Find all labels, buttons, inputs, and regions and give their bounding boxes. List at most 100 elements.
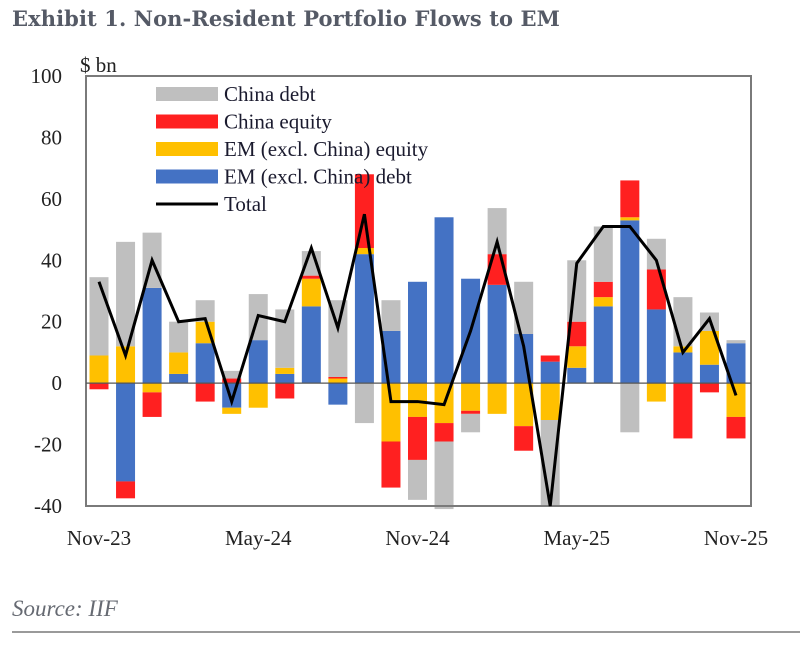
bar-em_equity-Dec-23 — [116, 346, 136, 384]
bar-china_debt-Oct-24 — [381, 300, 401, 331]
legend-label: EM (excl. China) debt — [224, 165, 412, 189]
y-tick-label: 0 — [52, 371, 63, 395]
bar-em_debt-Oct-25 — [699, 364, 719, 384]
bar-em_equity-Nov-24 — [408, 383, 427, 417]
bar-china_equity-Sep-25 — [673, 383, 693, 439]
legend-item: EM (excl. China) equity — [156, 137, 429, 161]
bar-em_equity-Jun-25 — [593, 297, 613, 307]
footer-divider — [12, 631, 800, 633]
legend-item: China equity — [156, 110, 332, 134]
chart-title: Exhibit 1. Non-Resident Portfolio Flows … — [12, 6, 560, 31]
legend: China debt China equity EM (excl. China) e… — [156, 82, 429, 216]
bar-china_equity-Jul-25 — [620, 180, 640, 218]
bar-china_debt-Sep-25 — [673, 297, 693, 347]
bar-em_equity-Jul-25 — [620, 217, 640, 221]
x-tick-label: May-25 — [544, 526, 611, 550]
bar-em_debt-Sep-25 — [673, 352, 693, 384]
y-tick-label: 100 — [31, 64, 63, 88]
bar-china_equity-Oct-25 — [699, 383, 719, 393]
bar-em_debt-May-25 — [567, 367, 587, 384]
legend-label: EM (excl. China) equity — [224, 137, 429, 161]
bar-em_equity-Apr-24 — [222, 407, 242, 414]
total-line-layer — [97, 213, 738, 507]
bar-china_equity-Nov-23 — [89, 383, 109, 390]
bar-em_equity-May-24 — [248, 383, 268, 408]
bar-em_equity-Nov-25 — [726, 383, 746, 417]
bar-china_equity-Apr-25 — [540, 355, 560, 362]
bar-china_debt-Dec-23 — [116, 241, 136, 347]
bar-em_debt-Jun-24 — [275, 373, 295, 384]
bar-china_debt-Jun-25 — [593, 226, 613, 282]
bar-em_debt-Aug-25 — [646, 309, 666, 384]
source-note: Source: IIF — [12, 596, 118, 621]
y-tick-label: 60 — [41, 187, 62, 211]
bar-em_debt-Mar-24 — [195, 343, 215, 384]
y-tick-label: 80 — [41, 125, 62, 149]
bar-china_equity-Jun-25 — [593, 281, 613, 298]
bar-china_equity-May-25 — [567, 321, 587, 347]
bar-china_equity-Jul-24 — [301, 275, 321, 279]
bar-china_equity-Nov-25 — [726, 416, 746, 439]
bar-em_debt-Apr-25 — [540, 361, 560, 384]
bar-em_equity-Jul-24 — [301, 278, 321, 307]
x-tick-label: Nov-23 — [67, 526, 131, 550]
bar-em_debt-Jan-24 — [142, 287, 162, 384]
bar-em_equity-May-25 — [567, 346, 587, 368]
bar-em_equity-Feb-24 — [169, 352, 189, 374]
legend-item: China debt — [156, 82, 316, 106]
bar-china_equity-Jan-25 — [461, 410, 481, 414]
legend-label: China equity — [224, 110, 332, 134]
legend-swatch — [156, 169, 218, 184]
bar-china_equity-Aug-24 — [328, 377, 348, 379]
bar-china_equity-Jun-24 — [275, 383, 295, 399]
bar-china_equity-Aug-25 — [646, 269, 666, 310]
bar-em_debt-May-24 — [248, 340, 268, 384]
bar-china_debt-Jul-25 — [620, 383, 640, 433]
x-tick-label: Nov-24 — [385, 526, 450, 550]
bar-em_debt-Nov-25 — [726, 343, 746, 384]
bar-china_equity-Jan-24 — [142, 392, 162, 417]
bars-layer — [89, 174, 746, 510]
legend-swatch — [156, 114, 218, 129]
bar-china_debt-Apr-24 — [222, 370, 242, 379]
bar-china_debt-Sep-24 — [354, 383, 374, 424]
legend-label: Total — [224, 192, 267, 216]
bar-em_equity-Sep-24 — [354, 248, 374, 255]
bar-china_debt-Mar-24 — [195, 300, 215, 322]
bar-em_debt-Aug-24 — [328, 383, 348, 405]
legend-swatch — [156, 142, 218, 156]
bar-china_debt-Jun-24 — [275, 309, 295, 368]
bar-china_debt-Nov-25 — [726, 340, 746, 344]
y-tick-label: 40 — [41, 248, 62, 272]
chart: -40 -20 0 20 40 60 80 100 Nov-23 May-24 Nov-24 May-… — [31, 53, 769, 550]
legend-item: EM (excl. China) debt — [156, 165, 412, 189]
bar-china_debt-Aug-25 — [646, 238, 666, 270]
bar-em_equity-Aug-24 — [328, 378, 348, 384]
legend-item: Total — [156, 192, 267, 216]
bar-china_debt-Dec-24 — [434, 441, 454, 510]
y-tick-label: -40 — [34, 494, 62, 518]
bar-em_equity-Jan-24 — [142, 383, 162, 393]
legend-label: China debt — [224, 82, 316, 106]
legend-swatch — [156, 87, 218, 101]
bar-china_equity-Mar-24 — [195, 383, 215, 402]
bar-em_equity-Aug-25 — [646, 383, 666, 402]
plot-frame — [85, 75, 752, 507]
bar-em_debt-Jul-24 — [301, 306, 321, 384]
bar-em_equity-Oct-25 — [699, 330, 719, 365]
bar-em_debt-Dec-24 — [434, 217, 454, 384]
bar-em_equity-Apr-25 — [540, 383, 560, 420]
y-tick-label: 20 — [41, 310, 62, 334]
bar-china_equity-Dec-23 — [116, 481, 136, 499]
bar-em_debt-Nov-24 — [408, 281, 427, 384]
bar-em_equity-Oct-24 — [381, 383, 401, 442]
bar-em_equity-Feb-25 — [487, 383, 507, 414]
y-axis-label: $ bn — [80, 53, 117, 77]
bar-em_debt-Jul-25 — [620, 220, 640, 384]
bar-china_equity-Nov-24 — [408, 416, 427, 460]
bar-em_equity-Nov-23 — [89, 355, 109, 384]
x-tick-label: Nov-25 — [704, 526, 768, 550]
axis-layer: -40 -20 0 20 40 60 80 100 Nov-23 May-24 Nov-24 May-… — [31, 64, 769, 550]
bar-china_debt-Mar-25 — [514, 281, 534, 334]
bar-china_equity-Mar-25 — [514, 426, 534, 451]
